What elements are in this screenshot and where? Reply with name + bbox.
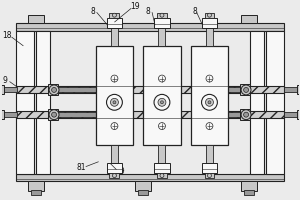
Bar	[96, 46, 133, 145]
Bar	[36, 31, 50, 174]
Bar	[50, 87, 110, 92]
Bar	[297, 85, 300, 94]
Bar	[154, 163, 170, 173]
Circle shape	[158, 98, 166, 106]
Bar	[111, 28, 118, 46]
Bar	[143, 46, 181, 145]
Bar	[284, 112, 299, 117]
Bar	[31, 190, 41, 195]
Bar	[241, 15, 257, 23]
Bar	[50, 112, 110, 117]
Bar	[16, 174, 284, 181]
Circle shape	[206, 123, 213, 130]
Bar	[0, 85, 4, 94]
Circle shape	[110, 98, 118, 106]
Circle shape	[158, 75, 165, 82]
Circle shape	[202, 94, 218, 110]
Text: 9: 9	[2, 76, 7, 85]
Bar	[266, 31, 284, 174]
Bar	[202, 163, 218, 173]
Bar	[106, 163, 122, 173]
Bar	[244, 190, 254, 195]
Circle shape	[49, 110, 59, 120]
Bar	[154, 18, 170, 28]
Circle shape	[52, 87, 56, 92]
Bar	[191, 112, 250, 117]
Circle shape	[160, 101, 164, 104]
Bar	[28, 181, 44, 191]
Bar	[240, 84, 250, 95]
Circle shape	[160, 174, 164, 178]
Bar	[158, 145, 165, 163]
Bar	[250, 31, 264, 174]
Bar	[16, 86, 284, 93]
Bar	[135, 181, 151, 191]
Bar	[205, 173, 214, 178]
Text: 18: 18	[2, 31, 11, 40]
Circle shape	[111, 75, 118, 82]
Text: 8: 8	[90, 7, 95, 16]
Bar	[191, 87, 250, 92]
Bar	[206, 28, 213, 46]
Circle shape	[208, 174, 212, 178]
Circle shape	[113, 101, 116, 104]
Bar	[157, 173, 167, 178]
Circle shape	[206, 98, 213, 106]
Circle shape	[112, 13, 116, 17]
Bar	[191, 46, 228, 145]
Text: 19: 19	[130, 2, 140, 11]
Bar	[241, 181, 257, 191]
Circle shape	[241, 110, 251, 120]
Circle shape	[154, 94, 170, 110]
Text: 8: 8	[192, 7, 197, 16]
Circle shape	[206, 75, 213, 82]
Circle shape	[241, 85, 251, 95]
Bar	[2, 87, 17, 92]
Text: 81: 81	[76, 163, 86, 172]
Circle shape	[244, 87, 249, 92]
Circle shape	[112, 174, 116, 178]
Bar	[284, 87, 299, 92]
Circle shape	[244, 112, 249, 117]
Bar	[206, 145, 213, 163]
Bar	[48, 84, 58, 95]
Bar	[297, 110, 300, 119]
Circle shape	[49, 85, 59, 95]
Bar	[240, 109, 250, 120]
Bar	[205, 13, 214, 18]
Bar	[0, 110, 4, 119]
Circle shape	[208, 13, 212, 17]
Bar	[158, 28, 165, 46]
Bar	[110, 13, 119, 18]
Bar	[110, 173, 119, 178]
Circle shape	[106, 94, 122, 110]
Circle shape	[111, 123, 118, 130]
Text: 19: 19	[116, 167, 125, 176]
Circle shape	[158, 123, 165, 130]
Bar	[106, 18, 122, 28]
Circle shape	[52, 112, 56, 117]
Bar	[28, 15, 44, 23]
Circle shape	[160, 13, 164, 17]
Bar	[16, 111, 284, 118]
Bar	[202, 18, 218, 28]
Bar	[2, 112, 17, 117]
Bar	[16, 31, 34, 174]
Bar	[48, 109, 58, 120]
Text: 8: 8	[146, 7, 151, 16]
Bar	[138, 190, 148, 195]
Bar	[111, 145, 118, 163]
Circle shape	[208, 101, 211, 104]
Bar	[157, 13, 167, 18]
Bar	[16, 23, 284, 31]
